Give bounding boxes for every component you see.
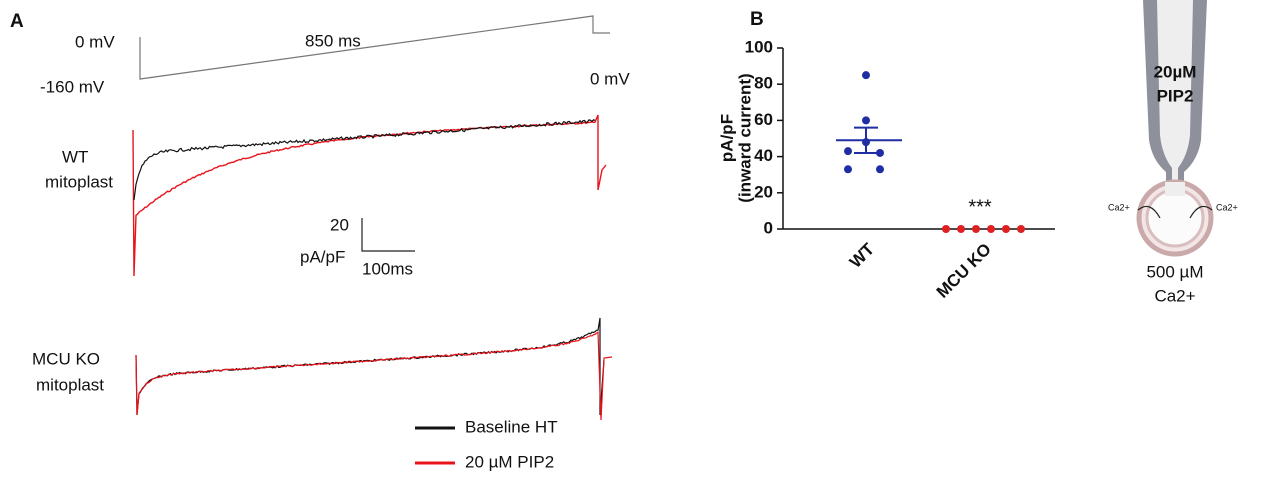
legend-label: 20 µM PIP2 bbox=[465, 452, 554, 471]
y-tick-label: 40 bbox=[754, 146, 773, 165]
ion-arrow bbox=[1137, 205, 1161, 219]
scale-time: 100ms bbox=[362, 259, 413, 278]
y-axis-label: (inward current) bbox=[735, 73, 754, 202]
scale-amplitude: pA/pF bbox=[300, 247, 345, 266]
panel-label: B bbox=[750, 9, 764, 30]
trace-wt-pip2 bbox=[132, 114, 607, 277]
pipette-label: PIP2 bbox=[1157, 86, 1194, 105]
data-point bbox=[1017, 225, 1025, 233]
data-point bbox=[972, 225, 980, 233]
voltage-protocol bbox=[139, 15, 610, 80]
y-tick-label: 80 bbox=[754, 74, 773, 93]
data-point bbox=[1002, 225, 1010, 233]
panel-label: A bbox=[10, 11, 24, 32]
significance: *** bbox=[968, 196, 992, 218]
error-bar bbox=[854, 126, 878, 154]
ko-label: mitoplast bbox=[36, 375, 104, 394]
ko-label: MCU KO bbox=[32, 349, 100, 368]
y-tick-label: 60 bbox=[754, 110, 773, 129]
ion-label: Ca2+ bbox=[1108, 202, 1130, 212]
trace-ko-pip2 bbox=[135, 331, 613, 421]
trace-ko-baseline bbox=[135, 317, 605, 416]
pipette-label: 20µM bbox=[1154, 62, 1197, 81]
protocol-end: 0 mV bbox=[590, 69, 630, 88]
data-point bbox=[942, 225, 950, 233]
bath-label: 500 µM bbox=[1146, 262, 1203, 281]
scale-bar bbox=[361, 218, 415, 252]
protocol-hold: 0 mV bbox=[75, 32, 115, 51]
protocol-duration: 850 ms bbox=[305, 31, 361, 50]
wt-label: mitoplast bbox=[45, 172, 113, 191]
trace-wt-baseline bbox=[133, 119, 596, 201]
schematic: Ca2+ Ca2+ 20µM PIP2 500 µM Ca2+ bbox=[1108, 0, 1238, 305]
pipette-tip bbox=[1165, 182, 1185, 196]
wt-label: WT bbox=[62, 147, 88, 166]
data-point bbox=[844, 165, 852, 174]
legend-label: Baseline HT bbox=[465, 417, 558, 436]
data-point bbox=[987, 225, 995, 233]
y-tick-label: 20 bbox=[754, 182, 773, 201]
y-tick-label: 100 bbox=[745, 37, 773, 56]
data-point bbox=[957, 225, 965, 233]
ion-label: Ca2+ bbox=[1216, 202, 1238, 212]
bath-label: Ca2+ bbox=[1154, 286, 1195, 305]
x-tick-label: MCU KO bbox=[933, 240, 995, 302]
y-tick-label: 0 bbox=[764, 218, 773, 237]
ion-arrow bbox=[1189, 205, 1213, 219]
x-tick-label: WT bbox=[846, 239, 879, 272]
y-axis-label: pA/pF bbox=[717, 114, 736, 162]
protocol-start: -160 mV bbox=[40, 77, 105, 96]
mitoplast-inner bbox=[1145, 188, 1205, 248]
data-point bbox=[844, 147, 852, 156]
data-point bbox=[876, 165, 884, 174]
scale-amplitude: 20 bbox=[330, 215, 349, 234]
data-point bbox=[876, 148, 884, 157]
pipette-interior bbox=[1157, 0, 1193, 190]
data-point bbox=[862, 116, 870, 125]
data-point bbox=[862, 71, 870, 80]
